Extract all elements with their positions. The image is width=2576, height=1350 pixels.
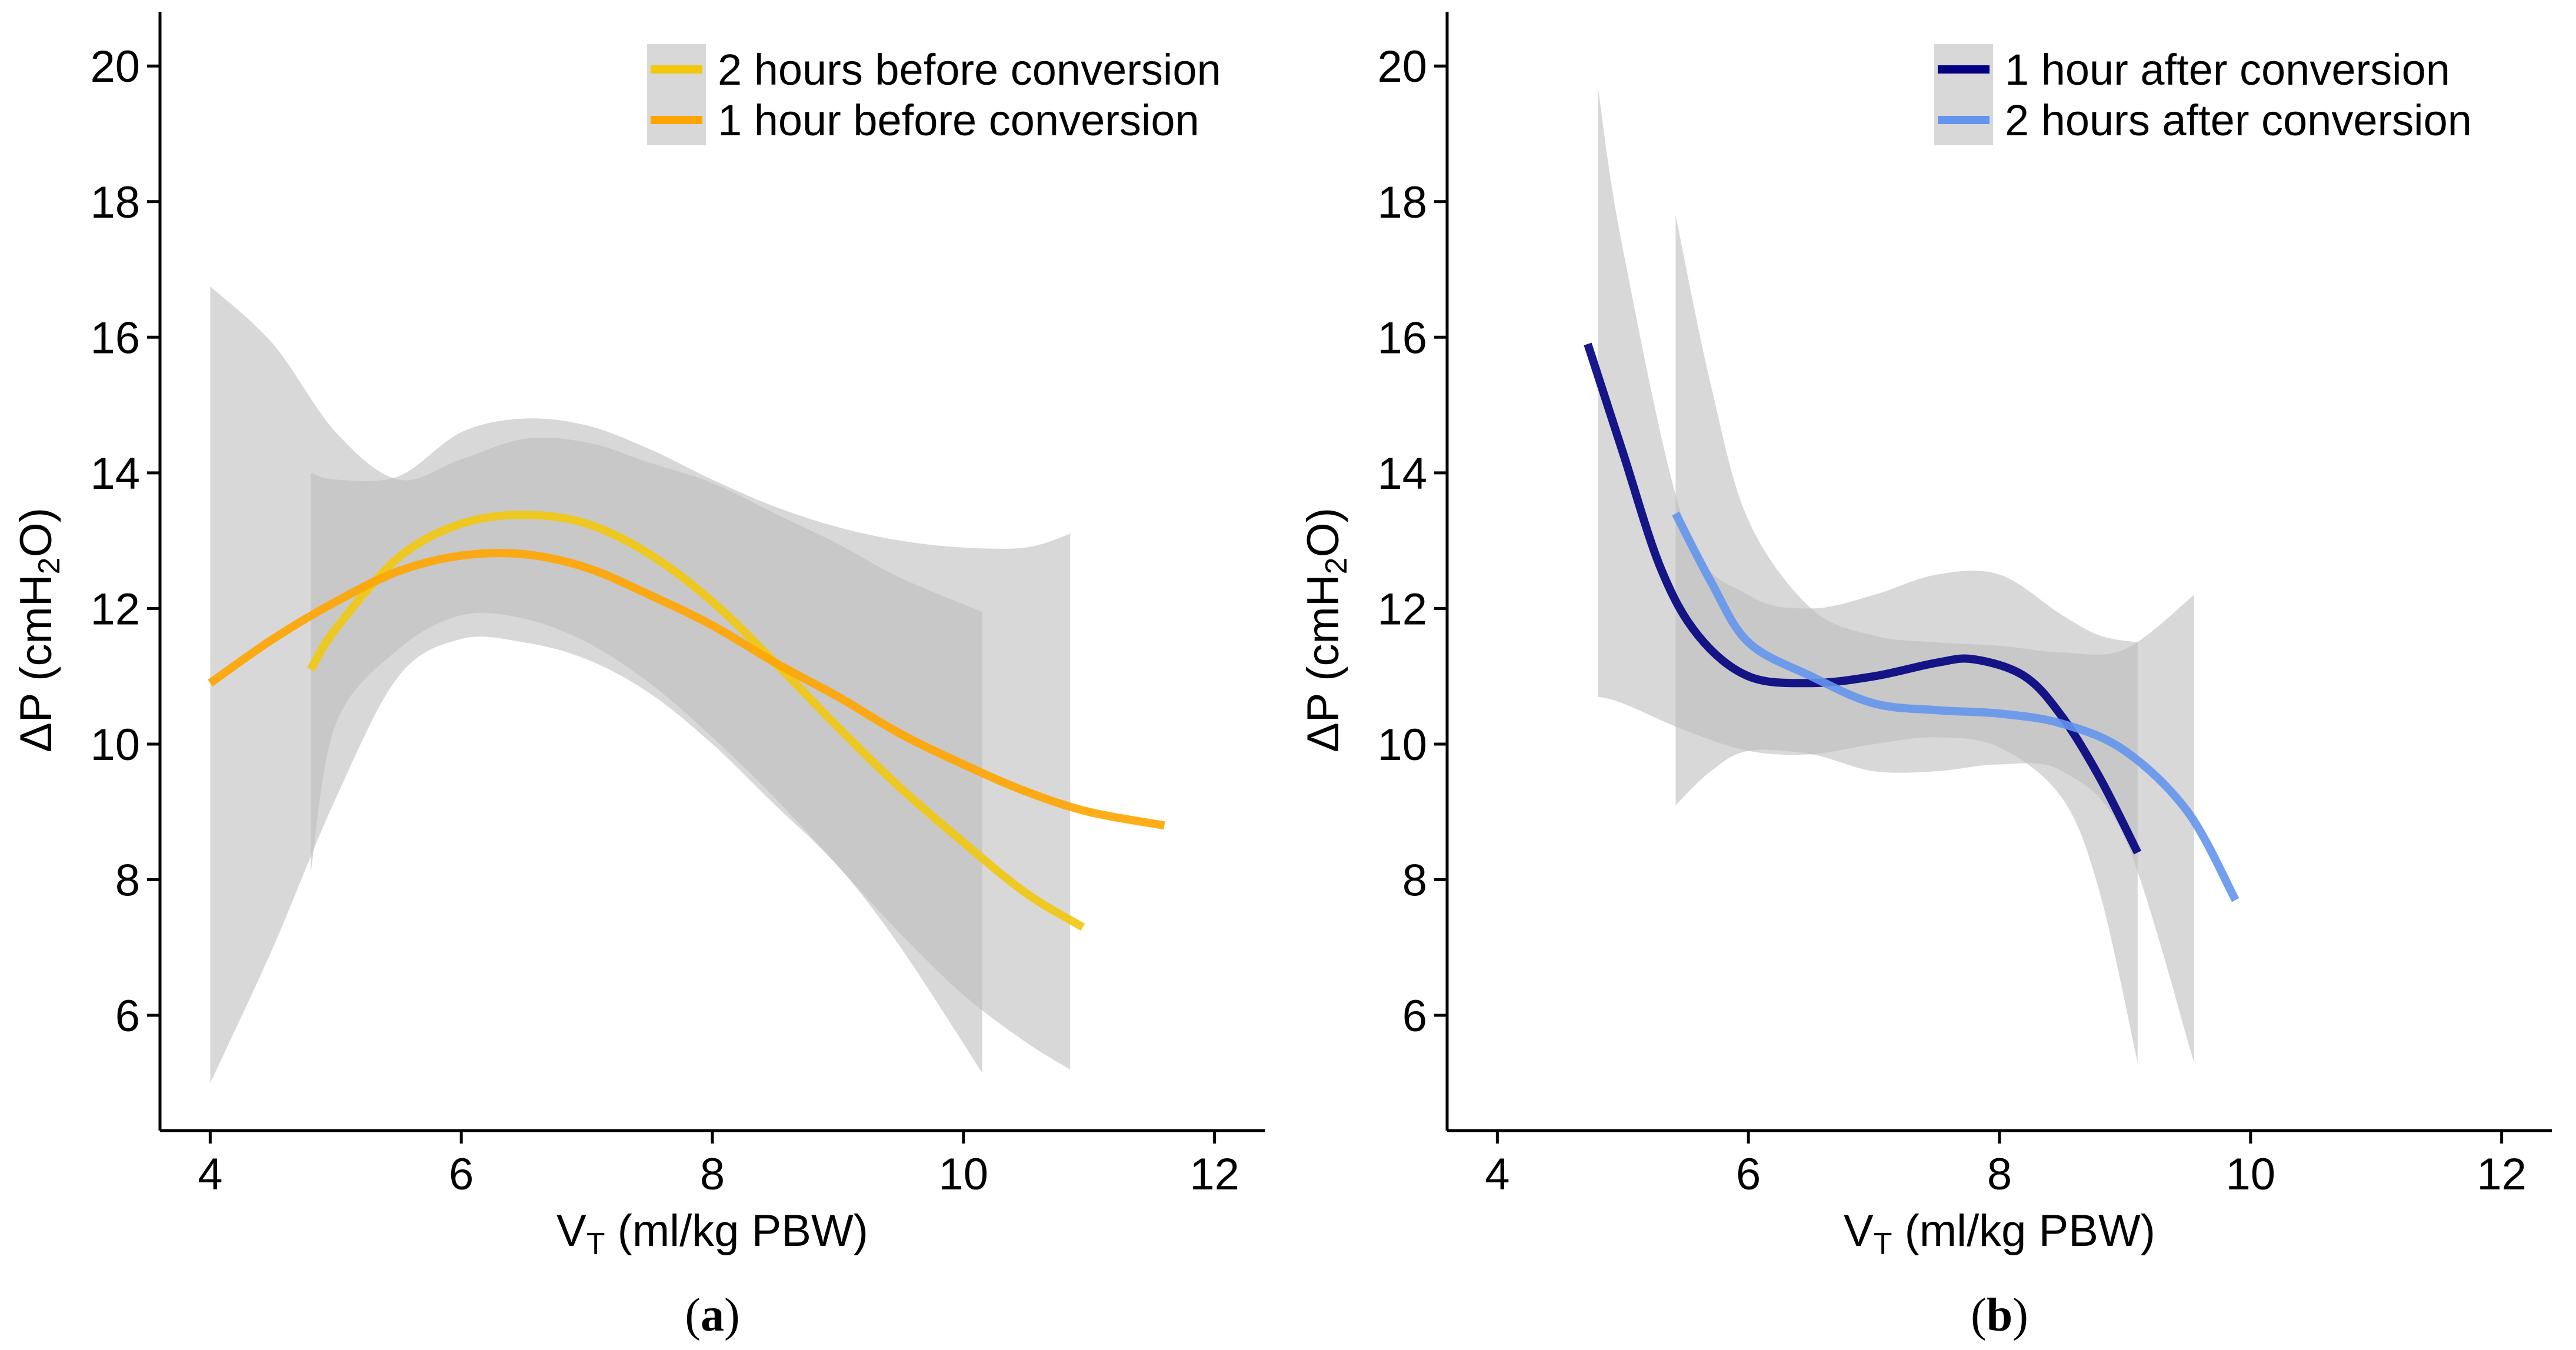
x-tick-label: 10 bbox=[939, 1149, 989, 1199]
ci-ribbon-0-1 bbox=[210, 286, 982, 1084]
legend-label: 2 hours after conversion bbox=[2005, 96, 2472, 145]
series-line-1-1 bbox=[1672, 511, 2240, 902]
x-tick-label: 12 bbox=[2477, 1149, 2527, 1199]
panel-label: (a) bbox=[685, 1289, 739, 1341]
y-tick-label: 6 bbox=[1402, 991, 1427, 1041]
y-axis-title: ΔP (cmH2O) bbox=[1298, 508, 1354, 752]
y-tick-label: 16 bbox=[90, 313, 140, 363]
x-tick-label: 8 bbox=[700, 1149, 725, 1199]
y-tick-label: 14 bbox=[90, 449, 140, 499]
series-line-0-0 bbox=[307, 511, 1085, 931]
series-line-0-1 bbox=[208, 549, 1165, 830]
x-axis-title: VT (ml/kg PBW) bbox=[556, 1206, 868, 1261]
y-tick-label: 18 bbox=[1377, 178, 1427, 228]
y-tick-label: 20 bbox=[90, 42, 140, 92]
y-tick-label: 12 bbox=[90, 584, 140, 634]
legend-label: 1 hour before conversion bbox=[718, 96, 1199, 145]
y-tick-label: 10 bbox=[90, 720, 140, 770]
x-tick-label: 6 bbox=[1736, 1149, 1761, 1199]
x-tick-label: 8 bbox=[1987, 1149, 2012, 1199]
y-tick-label: 18 bbox=[90, 178, 140, 228]
y-axis-title: ΔP (cmH2O) bbox=[11, 508, 66, 752]
panel-label: (b) bbox=[1971, 1289, 2028, 1341]
legend-label: 2 hours before conversion bbox=[718, 45, 1221, 94]
legend-label: 1 hour after conversion bbox=[2005, 45, 2450, 94]
series-line-1-0 bbox=[1584, 342, 2142, 855]
y-tick-label: 10 bbox=[1377, 720, 1427, 770]
panel-b: 6 8 10 12 14 16 18 20 4 6 8 10 12 VT (ml/kg PBW) ΔP (c… bbox=[1298, 12, 2552, 1341]
y-tick-label: 12 bbox=[1377, 584, 1427, 634]
y-tick-label: 6 bbox=[115, 991, 140, 1041]
x-tick-label: 6 bbox=[449, 1149, 474, 1199]
y-tick-label: 14 bbox=[1377, 449, 1427, 499]
y-tick-label: 8 bbox=[115, 855, 140, 905]
x-tick-label: 4 bbox=[198, 1149, 222, 1199]
ci-ribbon-1-1 bbox=[1675, 215, 2194, 1063]
x-tick-label: 10 bbox=[2226, 1149, 2276, 1199]
x-axis-title: VT (ml/kg PBW) bbox=[1844, 1206, 2155, 1261]
panel-a: 6 8 10 12 14 16 18 20 4 6 8 10 12 VT (ml/kg PBW) ΔP (c… bbox=[11, 12, 1265, 1341]
y-tick-label: 20 bbox=[1377, 42, 1427, 92]
y-tick-label: 8 bbox=[1402, 855, 1427, 905]
x-tick-label: 4 bbox=[1485, 1149, 1509, 1199]
y-tick-label: 16 bbox=[1377, 313, 1427, 363]
x-tick-label: 12 bbox=[1189, 1149, 1239, 1199]
